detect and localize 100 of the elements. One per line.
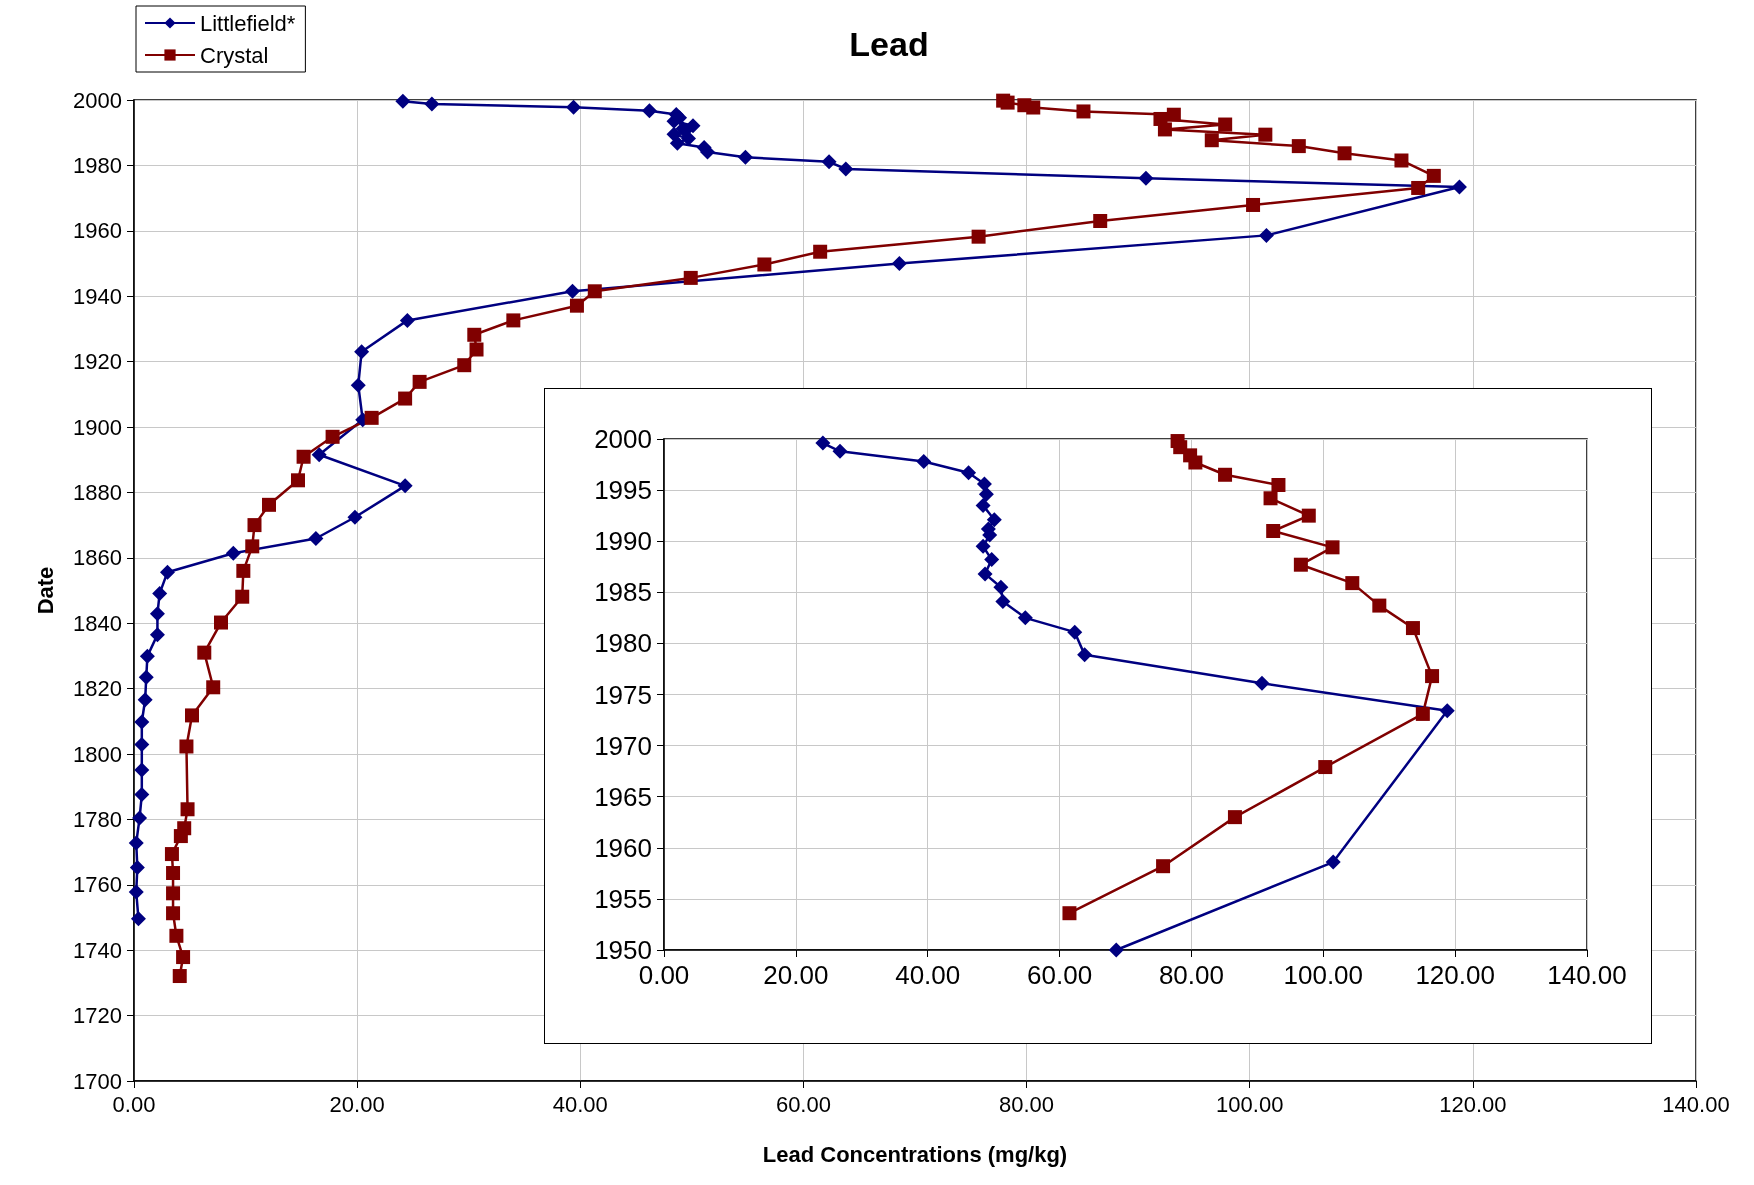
x-tick-label: 120.00 bbox=[1415, 960, 1495, 990]
point bbox=[1218, 117, 1233, 132]
point bbox=[395, 93, 411, 109]
point bbox=[566, 99, 582, 115]
x-tick-label: 80.00 bbox=[999, 1091, 1055, 1117]
point bbox=[308, 531, 324, 547]
y-tick-label: 1990 bbox=[594, 526, 652, 557]
point bbox=[166, 866, 181, 881]
point bbox=[311, 447, 327, 463]
point bbox=[1425, 669, 1440, 684]
point bbox=[975, 538, 991, 554]
point bbox=[1415, 706, 1430, 721]
point bbox=[815, 435, 831, 451]
point bbox=[587, 284, 602, 299]
point bbox=[364, 410, 379, 425]
point bbox=[1337, 146, 1352, 161]
point bbox=[347, 509, 363, 525]
point bbox=[757, 257, 772, 272]
point bbox=[149, 627, 165, 643]
point bbox=[1271, 477, 1286, 492]
point bbox=[236, 563, 251, 578]
point bbox=[1293, 557, 1308, 572]
point bbox=[916, 453, 932, 469]
point bbox=[197, 645, 212, 660]
point bbox=[1439, 703, 1455, 719]
y-tick-label: 1900 bbox=[73, 414, 122, 440]
point bbox=[1067, 624, 1083, 640]
point bbox=[206, 680, 221, 695]
chart-title: Lead bbox=[849, 25, 929, 63]
point bbox=[1204, 133, 1219, 148]
y-tick-label: 1760 bbox=[73, 872, 122, 898]
point bbox=[173, 829, 188, 844]
y-tick-label: 1965 bbox=[594, 781, 652, 812]
y-tick-label: 1995 bbox=[594, 475, 652, 506]
point bbox=[737, 149, 753, 165]
x-tick-label: 80.00 bbox=[1158, 960, 1224, 990]
point bbox=[1026, 100, 1041, 115]
point bbox=[138, 669, 154, 685]
point bbox=[1108, 942, 1124, 958]
legend-label: Crystal bbox=[200, 42, 269, 68]
point bbox=[130, 911, 146, 927]
y-tick-label: 1740 bbox=[73, 937, 122, 963]
point bbox=[214, 615, 229, 630]
point bbox=[1301, 508, 1316, 523]
point bbox=[564, 283, 580, 299]
point bbox=[569, 298, 584, 313]
y-tick-label: 2000 bbox=[73, 87, 122, 113]
y-tick-label: 1800 bbox=[73, 741, 122, 767]
point bbox=[247, 518, 262, 533]
point bbox=[975, 497, 991, 513]
y-tick-label: 1840 bbox=[73, 610, 122, 636]
point bbox=[169, 928, 184, 943]
point bbox=[1062, 906, 1077, 921]
point bbox=[137, 692, 153, 708]
point bbox=[166, 886, 181, 901]
point bbox=[134, 714, 150, 730]
point bbox=[641, 103, 657, 119]
point bbox=[1318, 760, 1333, 775]
point bbox=[838, 161, 854, 177]
point bbox=[1372, 598, 1387, 613]
point bbox=[993, 579, 1009, 595]
point bbox=[467, 327, 482, 342]
point bbox=[1325, 540, 1340, 555]
point bbox=[354, 344, 370, 360]
point bbox=[683, 270, 698, 285]
point bbox=[159, 564, 175, 580]
y-tick-label: 1975 bbox=[594, 679, 652, 710]
point bbox=[176, 950, 191, 965]
y-tick-label: 1970 bbox=[594, 730, 652, 761]
y-tick-label: 1960 bbox=[73, 218, 122, 244]
point bbox=[1157, 122, 1172, 137]
point bbox=[1258, 127, 1273, 142]
point bbox=[1218, 467, 1233, 482]
point bbox=[1077, 647, 1093, 663]
point bbox=[179, 739, 194, 754]
x-tick-label: 40.00 bbox=[895, 960, 961, 990]
point bbox=[139, 648, 155, 664]
y-axis-title: Date bbox=[32, 566, 58, 615]
point bbox=[235, 589, 250, 604]
x-tick-label: 100.00 bbox=[1216, 1091, 1284, 1117]
point bbox=[1405, 621, 1420, 636]
point bbox=[1093, 213, 1108, 228]
point bbox=[350, 377, 366, 393]
point bbox=[128, 835, 144, 851]
point bbox=[152, 585, 168, 601]
point bbox=[262, 497, 276, 512]
point bbox=[134, 737, 150, 753]
point bbox=[971, 229, 986, 244]
point bbox=[1188, 455, 1203, 470]
x-tick-label: 140.00 bbox=[1547, 960, 1627, 990]
point bbox=[832, 443, 848, 459]
y-tick-label: 2000 bbox=[594, 424, 652, 454]
point bbox=[424, 96, 440, 112]
x-tick-label: 140.00 bbox=[1662, 1091, 1730, 1117]
point bbox=[1325, 854, 1341, 870]
point bbox=[399, 312, 415, 328]
point bbox=[185, 708, 200, 723]
point bbox=[134, 787, 150, 803]
y-tick-label: 1980 bbox=[73, 152, 122, 178]
y-tick-label: 1720 bbox=[73, 1003, 122, 1029]
